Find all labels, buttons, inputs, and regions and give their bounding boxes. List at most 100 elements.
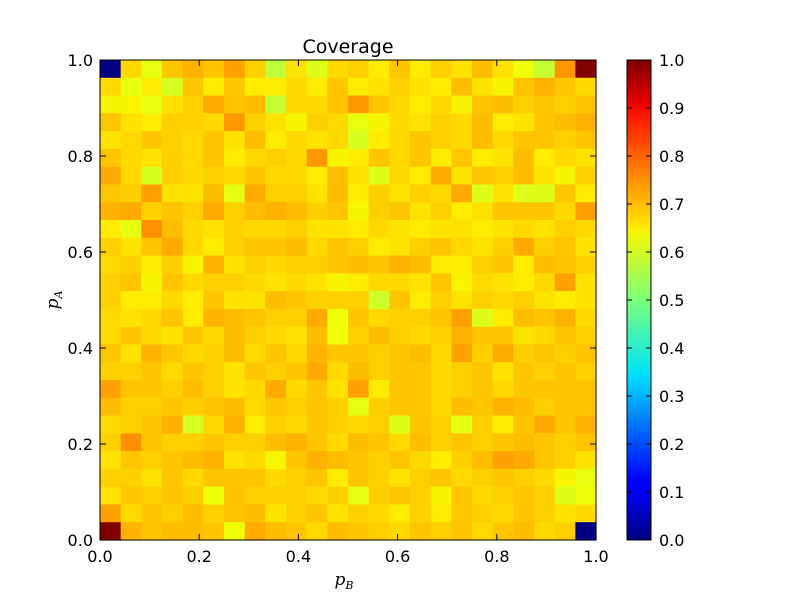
heatmap-cell [389, 380, 411, 399]
y-tick-label: 0.0 [68, 531, 93, 550]
heatmap-cell [162, 397, 184, 417]
heatmap-cell [410, 77, 432, 97]
heatmap-cell [120, 451, 142, 470]
heatmap-cell [554, 308, 576, 328]
heatmap-cell [368, 486, 390, 506]
heatmap-cell [451, 220, 473, 239]
heatmap-cell [306, 415, 328, 434]
heatmap-cell [265, 131, 287, 150]
heatmap-cell [182, 60, 204, 79]
heatmap-cell [120, 362, 142, 381]
heatmap-cell [327, 344, 349, 363]
heatmap-cell [534, 433, 556, 452]
heatmap-cell [513, 468, 535, 488]
heatmap-cell [389, 184, 411, 203]
heatmap-cell [120, 237, 142, 257]
colorbar-tick-label: 0.4 [659, 339, 684, 358]
heatmap-cell [410, 291, 432, 310]
heatmap-cell [534, 504, 556, 523]
heatmap-cell [575, 380, 597, 399]
heatmap-cell [203, 504, 225, 523]
heatmap-cell [534, 291, 556, 310]
heatmap-cell [120, 415, 142, 434]
heatmap-cell [182, 451, 204, 470]
heatmap-cell [575, 166, 597, 186]
heatmap-cell [286, 468, 308, 488]
heatmap-cell [348, 220, 370, 239]
heatmap-cell [141, 202, 163, 221]
heatmap-cell [472, 433, 494, 452]
heatmap-cell [286, 220, 308, 239]
heatmap-cell [100, 291, 122, 310]
heatmap-cell [554, 291, 576, 310]
heatmap-cell [182, 95, 204, 114]
heatmap-cell [389, 362, 411, 381]
heatmap-cell [265, 237, 287, 257]
heatmap-cell [162, 362, 184, 381]
heatmap-cell [203, 77, 225, 97]
heatmap-cell [451, 148, 473, 168]
heatmap-cell [203, 60, 225, 79]
heatmap-cell [286, 273, 308, 292]
heatmap-cell [389, 148, 411, 168]
heatmap-cell [534, 184, 556, 203]
heatmap-cell [306, 273, 328, 292]
heatmap-cell [368, 113, 390, 132]
heatmap-cell [430, 397, 452, 417]
heatmap-cell [410, 522, 432, 541]
heatmap-cell [389, 166, 411, 186]
heatmap-cell [224, 291, 246, 310]
heatmap-cell [368, 362, 390, 381]
heatmap-cell [554, 95, 576, 114]
heatmap-cell [430, 380, 452, 399]
heatmap-cell [100, 184, 122, 203]
heatmap-cell [265, 326, 287, 346]
heatmap-cell [224, 504, 246, 523]
heatmap-cell [244, 95, 266, 114]
heatmap-cell [389, 451, 411, 470]
heatmap-cell [162, 202, 184, 221]
heatmap-cell [224, 468, 246, 488]
heatmap-cell [492, 60, 514, 79]
heatmap-cell [286, 451, 308, 470]
heatmap-cell [492, 255, 514, 274]
heatmap-cell [162, 308, 184, 328]
heatmap-cell [141, 255, 163, 274]
heatmap-cell [244, 131, 266, 150]
heatmap-cell [513, 202, 535, 221]
heatmap-cell [368, 308, 390, 328]
heatmap-cell [306, 380, 328, 399]
heatmap-cell [182, 273, 204, 292]
heatmap-cell [203, 184, 225, 203]
heatmap-cell [534, 486, 556, 506]
colorbar-tick-label: 0.5 [659, 291, 684, 310]
heatmap-cell [575, 451, 597, 470]
heatmap-cell [306, 486, 328, 506]
heatmap-cell [348, 95, 370, 114]
heatmap-cell [430, 202, 452, 221]
heatmap-cell [327, 291, 349, 310]
heatmap-cell [162, 291, 184, 310]
heatmap-cell [327, 433, 349, 452]
heatmap-cell [327, 184, 349, 203]
heatmap-cell [100, 415, 122, 434]
x-axis-label: pB [335, 570, 354, 592]
heatmap-cell [203, 326, 225, 346]
heatmap-cell [368, 237, 390, 257]
heatmap-cell [451, 184, 473, 203]
heatmap-cell [244, 504, 266, 523]
heatmap-cell [224, 415, 246, 434]
heatmap-cell [141, 220, 163, 239]
heatmap-cell [244, 60, 266, 79]
heatmap-cell [327, 237, 349, 257]
heatmap-cell [430, 148, 452, 168]
heatmap-cell [472, 522, 494, 541]
heatmap-cell [410, 166, 432, 186]
heatmap-cell [389, 220, 411, 239]
heatmap-cell [182, 468, 204, 488]
heatmap-cell [327, 308, 349, 328]
heatmap-cell [286, 344, 308, 363]
heatmap-cell [430, 184, 452, 203]
heatmap-cell [492, 397, 514, 417]
heatmap-cell [306, 451, 328, 470]
